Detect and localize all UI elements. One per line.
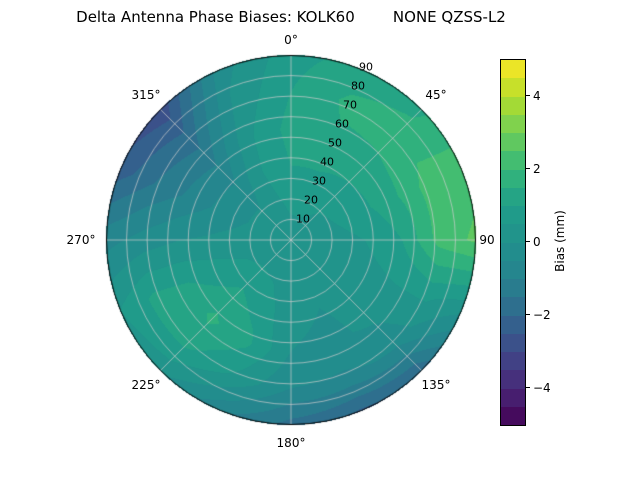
- colorbar-band: [501, 169, 525, 188]
- colorbar-band: [501, 406, 525, 425]
- colorbar-band: [501, 78, 525, 97]
- colorbar-band: [501, 279, 525, 298]
- azimuth-label-135: 135°: [421, 378, 451, 392]
- azimuth-label-270: 270°: [66, 233, 96, 247]
- colorbar-band: [501, 96, 525, 115]
- colorbar-tickmark: [526, 314, 530, 315]
- radial-tick-60: 60: [335, 117, 349, 131]
- colorbar-tick-label-4: 4: [533, 89, 541, 103]
- colorbar-band: [501, 333, 525, 352]
- colorbar-tickmark: [526, 387, 530, 388]
- colorbar-tickmark: [526, 95, 530, 96]
- radial-tick-40: 40: [320, 155, 334, 169]
- azimuth-label-45: 45°: [425, 88, 447, 102]
- radial-tick-90: 90: [359, 60, 373, 74]
- colorbar-band: [501, 206, 525, 225]
- colorbar-band: [501, 315, 525, 334]
- colorbar-tickmark: [526, 168, 530, 169]
- colorbar-band: [501, 187, 525, 206]
- radial-tick-80: 80: [351, 79, 365, 93]
- azimuth-label-180: 180°: [276, 436, 306, 450]
- colorbar-tick-label-minus4: −4: [533, 381, 551, 395]
- radial-tick-20: 20: [304, 193, 318, 207]
- chart-title: Delta Antenna Phase Biases: KOLK60 NONE …: [76, 8, 506, 26]
- radial-tick-50: 50: [328, 136, 342, 150]
- colorbar-band: [501, 114, 525, 133]
- colorbar-axis-label: Bias (mm): [553, 210, 567, 272]
- colorbar-band: [501, 242, 525, 261]
- colorbar-band: [501, 60, 525, 79]
- radial-tick-30: 30: [312, 174, 326, 188]
- colorbar-tick-label-0: 0: [533, 235, 541, 249]
- radial-tick-10: 10: [296, 212, 310, 226]
- colorbar-band: [501, 370, 525, 389]
- colorbar-band: [501, 260, 525, 279]
- azimuth-label-225: 225°: [131, 378, 161, 392]
- colorbar-tick-label-2: 2: [533, 162, 541, 176]
- azimuth-label-315: 315°: [131, 88, 161, 102]
- colorbar-band: [501, 224, 525, 243]
- colorbar-tick-label-minus2: −2: [533, 308, 551, 322]
- colorbar: [500, 59, 526, 426]
- polar-plot-canvas: [105, 54, 477, 426]
- azimuth-label-90: 90: [479, 233, 495, 247]
- colorbar-band: [501, 297, 525, 316]
- colorbar-band: [501, 352, 525, 371]
- azimuth-label-0: 0°: [284, 33, 298, 47]
- colorbar-band: [501, 133, 525, 152]
- colorbar-band: [501, 388, 525, 407]
- colorbar-band: [501, 151, 525, 170]
- colorbar-tickmark: [526, 241, 530, 242]
- radial-tick-70: 70: [343, 98, 357, 112]
